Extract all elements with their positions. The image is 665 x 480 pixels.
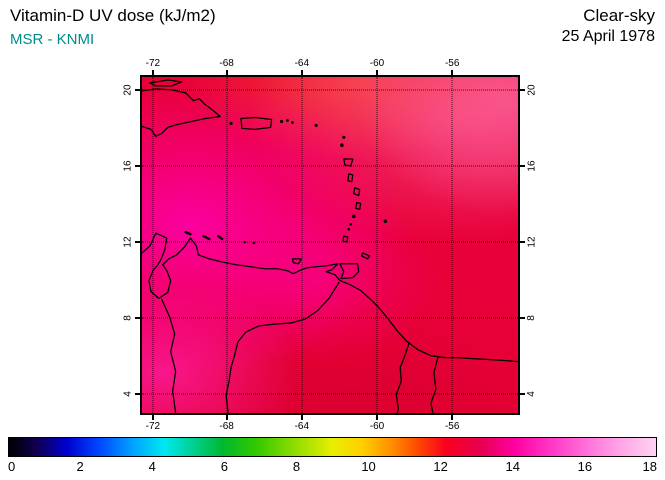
lon-tick-label-bottom: -64 — [294, 421, 310, 432]
coast-margarita — [291, 258, 302, 265]
small-islands — [229, 119, 388, 245]
lon-tick-label-top: -64 — [294, 58, 310, 69]
tick-mark — [520, 165, 525, 168]
colorbar-tick-label: 16 — [577, 459, 593, 474]
tick-mark — [135, 317, 140, 320]
tick-mark — [135, 392, 140, 395]
river-orinoco — [225, 281, 340, 413]
colorbar-labels: 0 2 4 6 8 10 12 14 16 18 — [8, 457, 657, 475]
lat-tick-label-left: 4 — [122, 391, 134, 397]
lon-tick-label-bottom: -68 — [219, 421, 234, 432]
coast-grenada — [342, 235, 349, 243]
colorbar-tick-label: 6 — [220, 459, 228, 474]
colorbar-tick-label: 14 — [505, 459, 520, 474]
colorbar-tick-label: 12 — [433, 459, 448, 474]
coast-tobago — [361, 252, 371, 260]
coast-aruba — [184, 230, 192, 236]
date-label: 25 April 1978 — [561, 28, 655, 45]
tick-mark — [451, 415, 454, 420]
tick-mark — [300, 70, 303, 75]
river-border-west — [161, 298, 177, 413]
source-label: MSR - KNMI — [10, 31, 95, 48]
coast-bonaire — [217, 234, 224, 241]
lon-tick-label-top: -72 — [145, 58, 161, 69]
tick-mark — [520, 317, 525, 320]
tick-mark — [151, 70, 154, 75]
colorbar-tick-label: 10 — [361, 459, 376, 474]
tick-mark — [520, 89, 525, 92]
coast-hispaniola — [142, 88, 221, 137]
river-courantyne — [430, 357, 439, 413]
tick-mark — [135, 165, 140, 168]
colorbar-tick-label: 18 — [642, 459, 657, 474]
map-plot: -72 -72 -68 -68 -64 -64 -60 -60 -56 -56 20 20 16 16 12… — [123, 58, 538, 432]
coast-martinique — [353, 187, 361, 197]
tick-mark — [520, 240, 525, 243]
tick-mark — [451, 70, 454, 75]
lon-tick-label-top: -56 — [444, 58, 460, 69]
colorbar-gradient — [8, 437, 657, 457]
coast-dominica — [347, 173, 354, 183]
lat-tick-label-left: 20 — [122, 84, 134, 96]
coast-st-lucia — [355, 201, 362, 211]
lat-tick-label-right: 8 — [526, 315, 538, 322]
colorbar: 0 2 4 6 8 10 12 14 16 18 — [8, 437, 657, 477]
tick-mark — [225, 415, 228, 420]
coast-puerto-rico — [240, 116, 273, 131]
tick-mark — [151, 415, 154, 420]
colorbar-tick-label: 4 — [148, 459, 156, 474]
coast-guadeloupe — [343, 158, 354, 167]
tick-mark — [135, 89, 140, 92]
lat-tick-label-left: 8 — [122, 315, 134, 322]
colorbar-tick-label: 0 — [8, 459, 16, 474]
lat-tick-label-right: 20 — [526, 84, 538, 96]
lat-tick-label-right: 16 — [526, 160, 538, 172]
lat-tick-label-left: 12 — [122, 236, 134, 248]
tick-mark — [376, 70, 378, 75]
coast-trinidad — [339, 263, 360, 280]
lon-tick-label-bottom: -56 — [444, 421, 460, 432]
river-essequibo — [395, 342, 410, 413]
colorbar-tick-label: 2 — [76, 459, 84, 474]
coast-south-america — [142, 232, 518, 363]
lon-tick-label-bottom: -72 — [145, 421, 161, 432]
tick-mark — [300, 415, 303, 420]
lon-tick-label-top: -68 — [219, 58, 234, 69]
lat-tick-label-right: 4 — [526, 391, 538, 397]
tick-mark — [520, 392, 525, 395]
figure-title: Vitamin-D UV dose (kJ/m2) — [10, 6, 216, 25]
lon-tick-label-top: -60 — [369, 58, 385, 69]
lon-tick-label-bottom: -60 — [369, 421, 385, 432]
coast-curacao — [202, 234, 211, 241]
coastline-overlay — [142, 79, 518, 413]
tick-mark — [225, 70, 228, 75]
lat-tick-label-right: 12 — [526, 236, 538, 248]
coast-island-north — [149, 79, 183, 87]
tick-mark — [376, 415, 378, 420]
tick-mark — [135, 240, 140, 243]
uv-dose-field — [142, 77, 518, 413]
colorbar-tick-label: 8 — [292, 459, 301, 474]
condition-label: Clear-sky — [583, 6, 655, 25]
lat-tick-label-left: 16 — [122, 160, 134, 172]
